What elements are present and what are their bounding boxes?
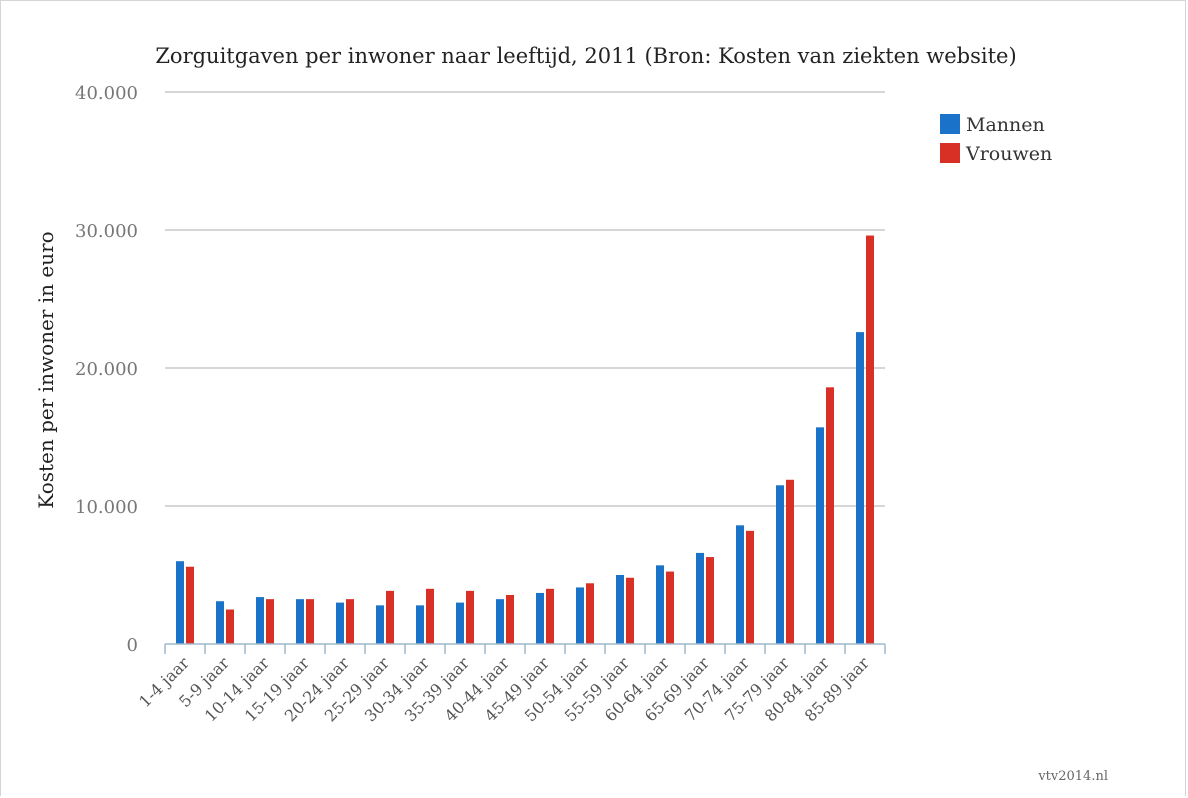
bar-vrouwen (306, 599, 314, 644)
y-tick-label: 20.000 (75, 359, 138, 380)
bar-mannen (176, 561, 184, 644)
bar-vrouwen (506, 595, 514, 644)
bar-vrouwen (666, 571, 674, 644)
bar-mannen (456, 602, 464, 644)
legend-label-mannen: Mannen (966, 114, 1045, 136)
legend-swatch-mannen (940, 114, 960, 134)
bar-mannen (696, 552, 704, 644)
bar-vrouwen (786, 479, 794, 644)
legend-label-vrouwen: Vrouwen (965, 143, 1052, 165)
bars (176, 235, 874, 644)
bar-vrouwen (346, 599, 354, 644)
bar-mannen (536, 592, 544, 644)
bar-vrouwen (866, 235, 874, 644)
y-tick-label: 0 (127, 635, 138, 656)
bar-vrouwen (586, 583, 594, 644)
bar-mannen (296, 599, 304, 644)
bar-vrouwen (466, 590, 474, 644)
bar-vrouwen (386, 590, 394, 644)
y-tick-label: 10.000 (75, 497, 138, 518)
bar-mannen (376, 605, 384, 644)
bar-mannen (576, 587, 584, 644)
source-credit: vtv2014.nl (1037, 769, 1108, 784)
y-axis-label: Kosten per inwoner in euro (34, 231, 58, 508)
bar-vrouwen (266, 599, 274, 644)
bar-mannen (256, 597, 264, 644)
y-axis-ticks: 0 10.000 20.000 30.000 40.000 (75, 83, 138, 656)
y-tick-label: 30.000 (75, 221, 138, 242)
bar-mannen (776, 485, 784, 644)
bar-vrouwen (546, 588, 554, 644)
y-tick-label: 40.000 (75, 83, 138, 104)
legend-swatch-vrouwen (940, 143, 960, 163)
bar-vrouwen (746, 530, 754, 644)
bar-mannen (736, 525, 744, 644)
x-axis (164, 643, 886, 654)
bar-mannen (616, 575, 624, 644)
gridlines (165, 91, 885, 507)
bar-mannen (416, 605, 424, 644)
bar-vrouwen (226, 609, 234, 644)
bar-mannen (496, 599, 504, 644)
bar-vrouwen (826, 387, 834, 644)
bar-mannen (656, 565, 664, 644)
bar-vrouwen (706, 557, 714, 644)
bar-mannen (816, 427, 824, 644)
legend: Mannen Vrouwen (940, 114, 1052, 165)
bar-mannen (216, 601, 224, 644)
chart-title: Zorguitgaven per inwoner naar leeftijd, … (155, 44, 1016, 68)
bar-vrouwen (186, 566, 194, 644)
bar-vrouwen (426, 588, 434, 644)
bar-mannen (856, 332, 864, 644)
bar-mannen (336, 602, 344, 644)
bar-vrouwen (626, 577, 634, 644)
